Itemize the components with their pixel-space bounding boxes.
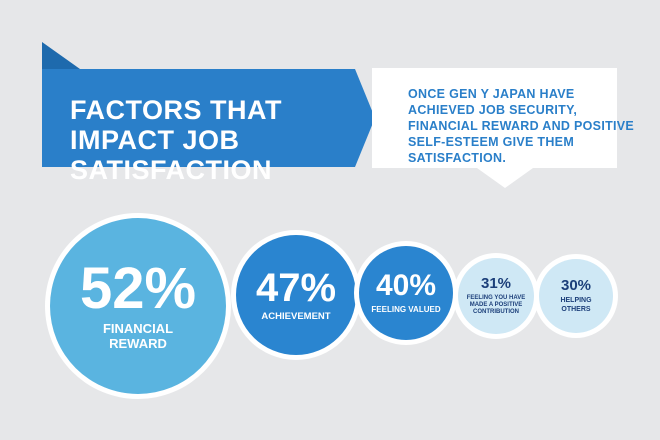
title-banner — [42, 69, 375, 167]
bubble-5 — [539, 259, 613, 333]
bubble-value: 47% — [255, 265, 337, 310]
bubble-value: 40% — [375, 269, 437, 303]
page-title: FACTORS THAT IMPACT JOB SATISFACTION — [70, 95, 282, 185]
bubble-category-label: FEELING VALUED — [371, 305, 441, 315]
info-box — [372, 68, 617, 188]
bubble-4 — [458, 258, 534, 334]
bubble-label-group-5: 30% HELPING OTHERS — [549, 259, 603, 333]
bubble-category-label: FEELING YOU HAVE MADE A POSITIVE CONTRIB… — [466, 295, 526, 315]
bubble-value: 52% — [79, 256, 197, 322]
bubble-category-label: FINANCIAL REWARD — [102, 321, 174, 351]
bubble-category-label: ACHIEVEMENT — [261, 310, 331, 322]
info-callout-text: ONCE GEN Y JAPAN HAVE ACHIEVED JOB SECUR… — [408, 87, 635, 165]
bubble-3 — [359, 246, 453, 340]
bubble-label-group-1: 52% FINANCIAL REWARD — [78, 218, 198, 394]
bubble-value: 30% — [560, 277, 592, 295]
bubble-category-label: HELPING OTHERS — [560, 297, 592, 313]
bubble-1 — [50, 218, 226, 394]
bubble-label-group-4: 31% FEELING YOU HAVE MADE A POSITIVE CONT… — [464, 258, 528, 334]
bubble-label-group-2: 47% ACHIEVEMENT — [246, 235, 346, 355]
bubble-group — [45, 213, 618, 399]
bubble-label-group-3: 40% FEELING VALUED — [366, 246, 446, 340]
title-banner-fold — [42, 42, 80, 69]
bubble-2 — [236, 235, 356, 355]
bubble-value: 31% — [480, 275, 512, 293]
